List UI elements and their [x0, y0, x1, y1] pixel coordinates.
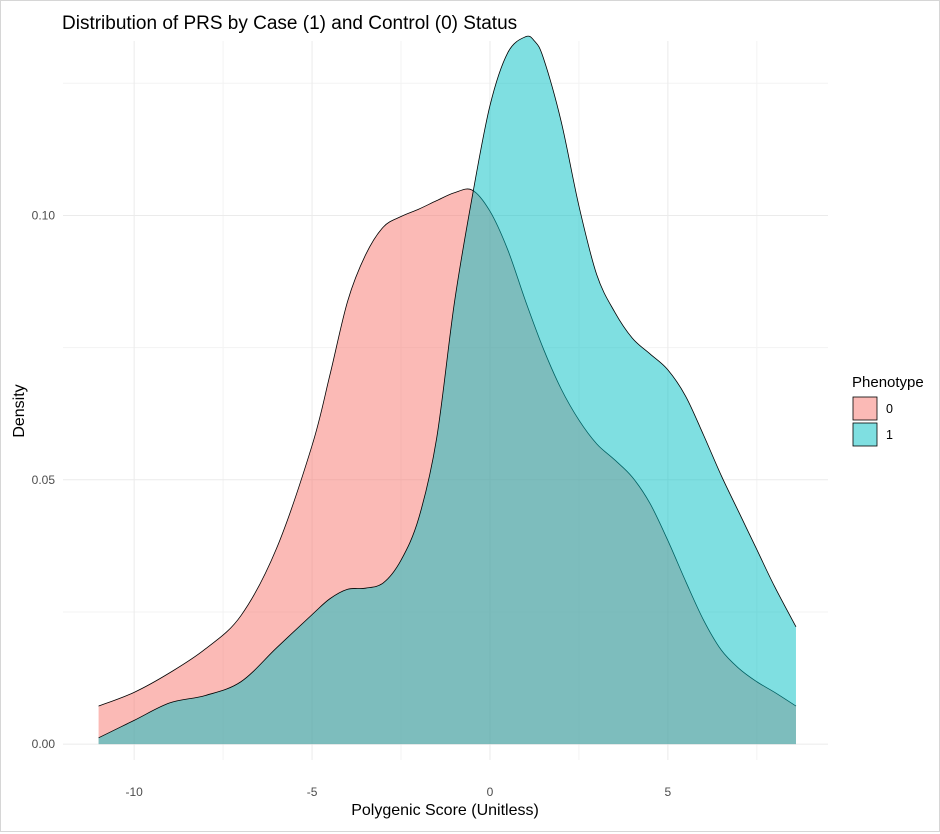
legend-title: Phenotype [852, 374, 924, 391]
x-tick-label: -10 [125, 785, 143, 799]
y-tick-label: 0.05 [32, 473, 56, 487]
density-area-1 [98, 36, 796, 745]
y-tick-label: 0.00 [32, 737, 56, 751]
legend-key-0 [852, 396, 878, 421]
legend-key-1 [852, 422, 878, 447]
legend: Phenotype 0 1 [852, 374, 924, 447]
legend-item-1: 1 [852, 422, 893, 447]
x-tick-label: 5 [665, 785, 672, 799]
legend-label-1: 1 [886, 428, 893, 442]
density-areas [98, 35, 797, 745]
x-axis-title: Polygenic Score (Unitless) [351, 802, 539, 819]
y-axis-title: Density [11, 384, 28, 437]
legend-item-0: 0 [852, 396, 893, 421]
axis-ticks: -10 -5 0 5 0.00 0.05 0.10 [32, 208, 672, 799]
legend-label-0: 0 [886, 402, 893, 416]
chart-title: Distribution of PRS by Case (1) and Cont… [62, 13, 517, 34]
y-tick-label: 0.10 [32, 208, 56, 222]
x-tick-label: 0 [487, 785, 494, 799]
density-line-1 [98, 35, 797, 739]
x-tick-label: -5 [307, 785, 318, 799]
